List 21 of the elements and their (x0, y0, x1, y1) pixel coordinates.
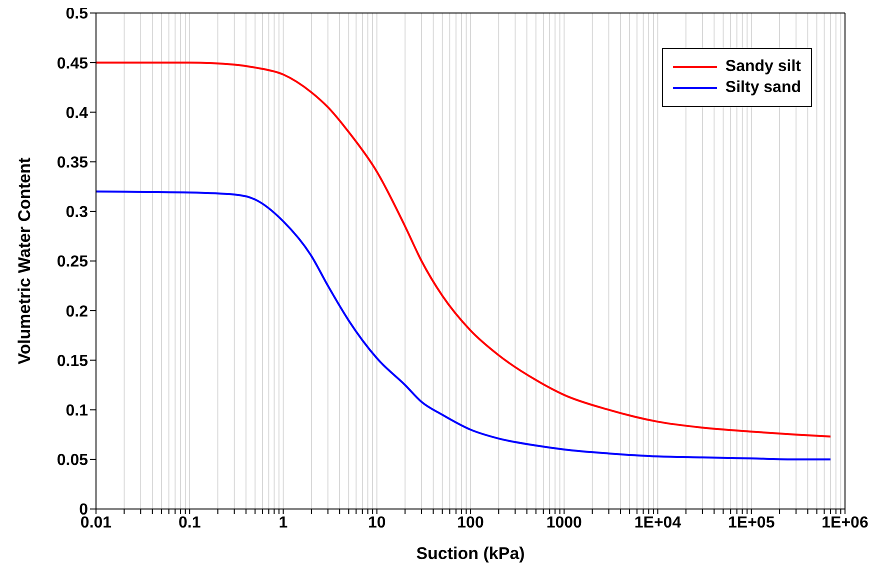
y-tick-label: 0.1 (66, 402, 88, 420)
y-tick-label: 0.2 (66, 303, 88, 320)
y-tick-label: 0.15 (56, 352, 88, 370)
y-axis-title: Volumetric Water Content (15, 157, 34, 364)
x-axis-title: Suction (kPa) (416, 544, 525, 563)
y-tick-label: 0.45 (56, 55, 88, 72)
y-tick-label: 0.4 (66, 104, 88, 122)
x-tick-label: 1E+05 (728, 514, 775, 532)
y-tick-label: 0.3 (66, 204, 88, 222)
x-tick-label: 10 (368, 514, 386, 532)
y-tick-label: 0.05 (56, 452, 88, 470)
x-tick-label: 1 (278, 514, 288, 532)
y-tick-label: 0.25 (56, 254, 88, 271)
x-tick-label: 1000 (546, 514, 582, 532)
legend-label: Silty sand (725, 79, 801, 97)
x-tick-label: 0.1 (178, 514, 201, 532)
y-tick-label: 0.35 (56, 154, 88, 172)
legend-label: Sandy silt (725, 58, 801, 76)
x-tick-label: 1E+04 (634, 514, 682, 532)
x-tick-label: 100 (457, 514, 484, 532)
x-tick-label: 1E+06 (822, 514, 868, 532)
